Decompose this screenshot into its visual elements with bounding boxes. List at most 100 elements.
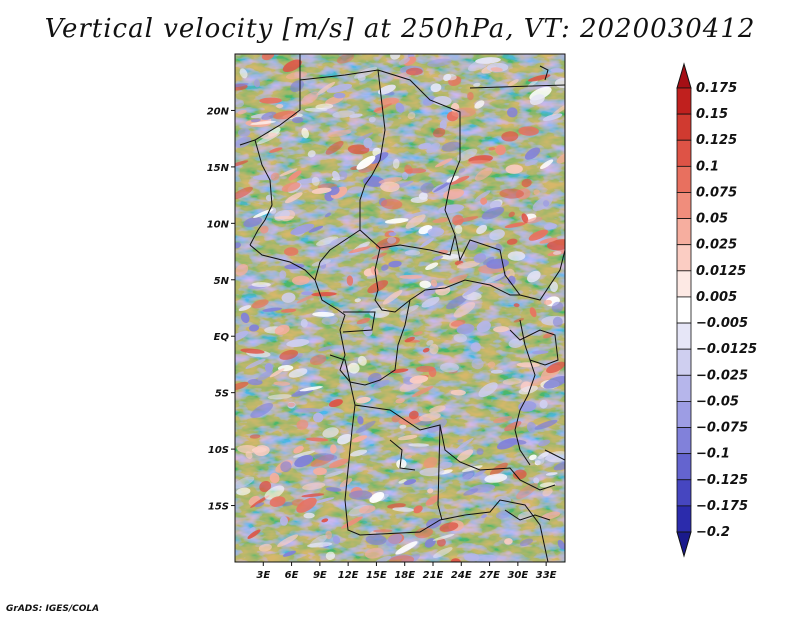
colorbar-label: −0.0125 — [696, 342, 757, 357]
field-patch — [259, 480, 272, 493]
y-tick-label: 15S — [208, 502, 229, 513]
field-patch — [273, 381, 291, 386]
field-patch — [427, 488, 434, 494]
map-frame — [234, 53, 566, 563]
field-patch — [301, 91, 319, 105]
field-patch — [284, 247, 299, 256]
field-patch — [404, 211, 429, 218]
field-patch — [260, 225, 269, 234]
field-patch — [384, 218, 409, 224]
field-patch — [518, 126, 539, 136]
field-patch — [317, 346, 333, 352]
field-patch — [529, 94, 545, 105]
field-patch — [316, 81, 336, 96]
field-patch — [532, 196, 553, 211]
field-patch — [328, 399, 343, 408]
field-patch — [373, 529, 393, 533]
field-patch — [513, 318, 525, 323]
field-patch — [476, 321, 491, 333]
field-patch — [363, 176, 385, 187]
field-patch — [312, 497, 335, 504]
field-patch — [476, 448, 484, 456]
field-patch — [324, 470, 344, 478]
colorbar-swatch — [676, 374, 692, 402]
colorbar-swatch — [676, 270, 692, 298]
field-patch — [366, 275, 378, 279]
field-patch — [350, 449, 368, 457]
field-patch — [235, 263, 249, 276]
field-patch — [542, 113, 563, 122]
field-patch — [302, 482, 326, 491]
grads-credit: GrADS: IGES/COLA — [6, 604, 100, 614]
field-patch — [432, 218, 450, 223]
field-patch — [526, 217, 543, 224]
field-patch — [518, 401, 537, 412]
field-patch — [529, 376, 551, 386]
field-patch — [301, 127, 309, 139]
field-patch — [295, 407, 321, 413]
field-patch — [457, 439, 464, 443]
field-patch — [516, 482, 538, 499]
field-patch — [404, 164, 413, 175]
field-patch — [435, 285, 451, 296]
field-patch — [303, 512, 315, 519]
field-patch — [254, 502, 265, 508]
field-patch — [346, 275, 354, 286]
field-patch — [499, 188, 524, 199]
field-patch — [269, 472, 280, 484]
field-patch — [281, 182, 301, 192]
field-patch — [462, 472, 474, 480]
field-patch — [322, 427, 339, 438]
field-patch — [235, 476, 255, 489]
field-patch — [485, 273, 505, 283]
field-patch — [396, 459, 407, 469]
field-patch — [439, 522, 459, 532]
field-patch — [313, 467, 327, 476]
field-patch — [337, 433, 353, 445]
field-patch — [490, 67, 503, 72]
field-patch — [552, 316, 563, 327]
field-patch — [481, 206, 505, 220]
field-patch — [389, 555, 415, 562]
field-patch — [506, 238, 518, 245]
field-patch — [355, 396, 371, 404]
field-patch — [410, 196, 428, 203]
x-tick-label: 3E — [256, 570, 270, 581]
field-patch — [549, 281, 559, 293]
field-patch — [238, 305, 252, 312]
field-patch — [398, 415, 424, 425]
field-patch — [262, 307, 283, 312]
field-patch — [543, 376, 565, 389]
field-patch — [326, 83, 353, 93]
field-patch — [293, 445, 304, 454]
field-patch — [557, 539, 565, 550]
field-patch — [358, 505, 376, 514]
field-patch — [325, 140, 344, 155]
field-patch — [240, 312, 250, 323]
colorbar-swatch — [676, 218, 692, 246]
field-patch — [332, 535, 341, 544]
border-line — [544, 449, 565, 461]
field-patch — [276, 103, 284, 109]
field-patch — [528, 229, 549, 241]
field-patch — [521, 178, 532, 188]
field-patch — [373, 379, 390, 389]
field-patch — [299, 386, 323, 392]
field-patch — [474, 167, 493, 181]
field-patch — [237, 444, 259, 454]
field-patch — [406, 67, 423, 76]
field-patch — [269, 368, 285, 378]
field-patch — [250, 120, 276, 125]
field-patch — [427, 227, 445, 237]
field-patch — [518, 385, 538, 395]
field-patch — [261, 111, 277, 120]
colorbar-swatch — [676, 348, 692, 376]
field-patch — [321, 518, 329, 523]
colorbar-label: 0.075 — [696, 185, 737, 200]
x-tick-label: 30E — [507, 570, 528, 581]
field-patch — [538, 439, 551, 447]
border-line — [344, 404, 549, 562]
field-patch — [419, 467, 445, 477]
field-patch — [312, 311, 335, 317]
field-patch — [267, 394, 293, 400]
